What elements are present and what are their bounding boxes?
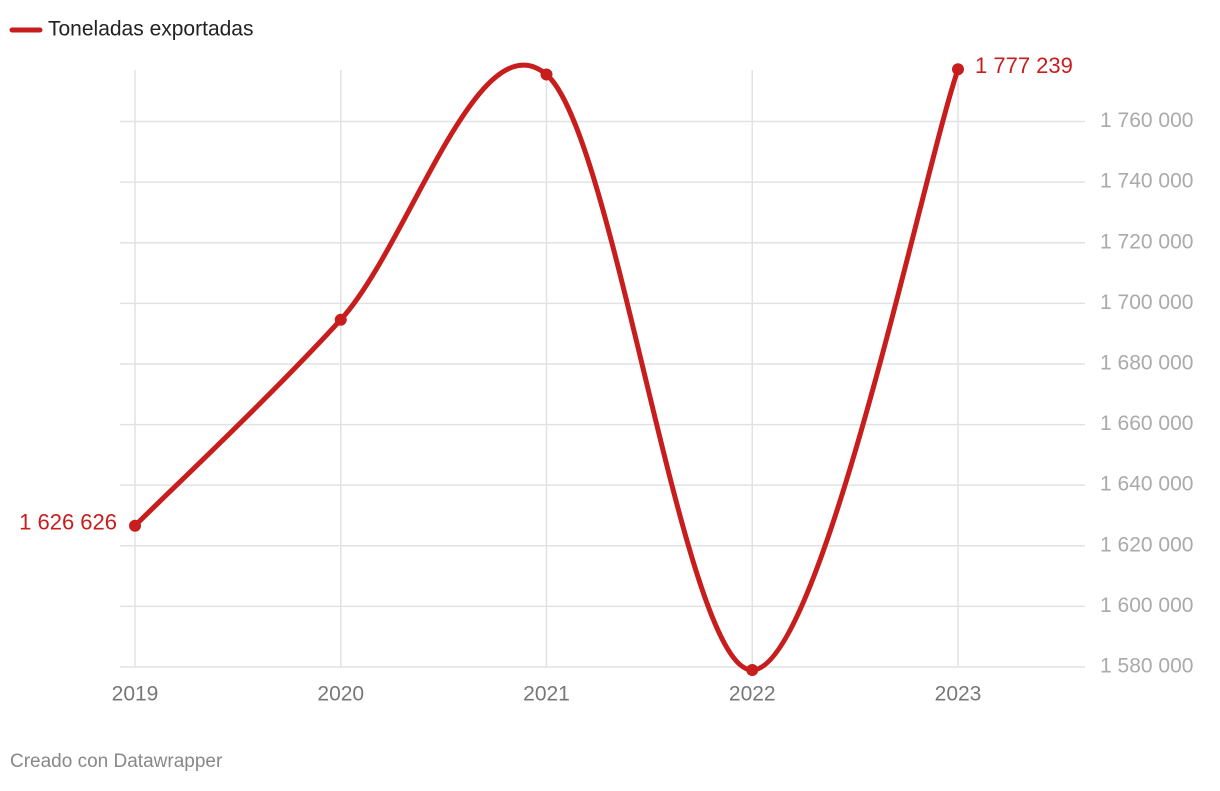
value-label: 1 777 239: [975, 53, 1073, 78]
y-tick-label: 1 600 000: [1100, 594, 1193, 617]
y-tick-label: 1 760 000: [1100, 109, 1193, 132]
y-tick-label: 1 680 000: [1100, 352, 1193, 375]
x-tick-label: 2019: [112, 683, 159, 706]
line: [133, 62, 961, 673]
y-tick-label: 1 700 000: [1100, 291, 1193, 314]
y-tick-label: 1 640 000: [1100, 473, 1193, 496]
y-tick-label: 1 620 000: [1100, 533, 1193, 556]
x-tick-label: 2021: [523, 683, 570, 706]
x-tick-label: 2022: [729, 683, 776, 706]
point: [746, 664, 759, 677]
point: [334, 313, 347, 326]
point: [952, 63, 964, 76]
x-tick-label: 2020: [317, 683, 364, 706]
y-tick-label: 1 740 000: [1100, 170, 1193, 193]
value-label: 1 626 626: [19, 510, 117, 535]
footer: Creado con Datawrapper: [10, 751, 223, 772]
y-tick-label: 1 720 000: [1100, 230, 1193, 253]
y-tick-label: 1 580 000: [1100, 655, 1193, 678]
legend-label: Toneladas exportadas: [48, 18, 253, 41]
y-tick-label: 1 660 000: [1100, 412, 1193, 435]
point: [129, 519, 141, 532]
x-tick-label: 2023: [935, 683, 982, 706]
point: [540, 68, 553, 81]
